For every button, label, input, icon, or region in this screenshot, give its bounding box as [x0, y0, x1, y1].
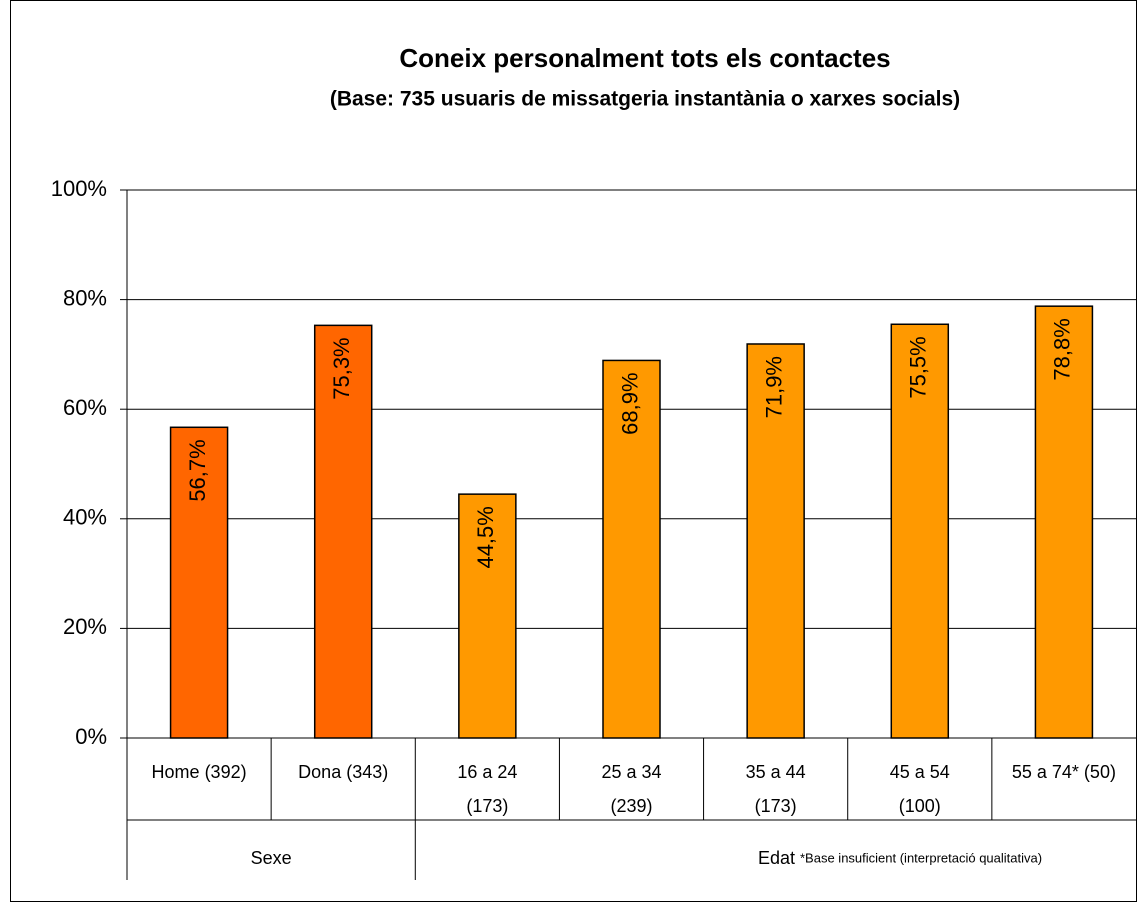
- x-tick-label: (100): [899, 796, 941, 816]
- y-tick-label: 20%: [63, 614, 107, 639]
- x-tick-label: Dona (343): [298, 762, 388, 782]
- note: *Base insuficient (interpretació qualita…: [800, 850, 1042, 865]
- group-label: Edat: [758, 848, 795, 868]
- data-label: 75,5%: [906, 336, 931, 398]
- data-label: 71,9%: [761, 356, 786, 418]
- y-tick-label: 40%: [63, 505, 107, 530]
- y-tick-label: 60%: [63, 395, 107, 420]
- bar: [890, 323, 950, 739]
- chart-title: Coneix personalment tots els contactes: [399, 43, 890, 73]
- x-tick-label: 45 a 54: [890, 762, 950, 782]
- x-tick-label: (173): [755, 796, 797, 816]
- group-label: Sexe: [251, 848, 292, 868]
- bar: [169, 426, 229, 739]
- bar: [313, 324, 373, 739]
- bar: [602, 359, 661, 739]
- x-tick-label: 16 a 24: [457, 762, 517, 782]
- y-tick-label: 80%: [63, 285, 107, 310]
- x-tick-label: (173): [466, 796, 508, 816]
- data-label: 56,7%: [185, 439, 210, 501]
- x-tick-label: 25 a 34: [601, 762, 661, 782]
- y-tick-label: 0%: [75, 724, 107, 749]
- data-label: 44,5%: [473, 506, 498, 568]
- chart-subtitle: (Base: 735 usuaris de missatgeria instan…: [330, 88, 960, 111]
- data-label: 75,3%: [329, 337, 354, 399]
- bar: [1034, 305, 1094, 739]
- x-tick-label: 55 a 74* (50): [1012, 762, 1116, 782]
- data-label: 68,9%: [617, 372, 642, 434]
- data-label: 78,8%: [1050, 318, 1075, 380]
- bar: [458, 493, 517, 739]
- bar: [746, 343, 805, 739]
- x-tick-label: Home (392): [152, 762, 247, 782]
- y-tick-label: 100%: [51, 176, 107, 201]
- x-tick-label: 35 a 44: [746, 762, 806, 782]
- x-tick-label: (239): [610, 796, 652, 816]
